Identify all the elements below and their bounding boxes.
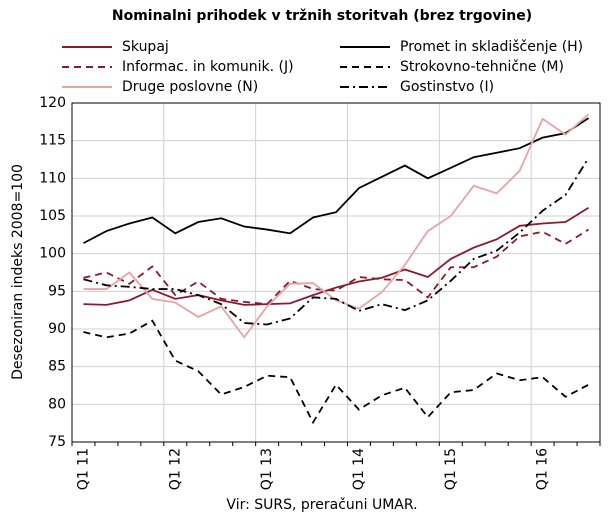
y-tick-label: 75 — [48, 434, 66, 450]
y-tick-label: 80 — [48, 396, 66, 412]
series-line — [83, 206, 589, 306]
series-line — [83, 157, 590, 326]
chart-title: Nominalni prihodek v tržnih storitvah (b… — [112, 8, 532, 24]
y-tick-label: 85 — [48, 359, 66, 375]
series-line — [83, 319, 589, 425]
legend-label: Gostinstvo (I) — [400, 79, 494, 95]
y-tick-label: 120 — [39, 95, 66, 111]
y-tick-label: 110 — [39, 170, 66, 186]
series-line — [83, 228, 589, 306]
y-tick-label: 90 — [48, 321, 66, 337]
source: Vir: SURS, preračuni UMAR. — [226, 497, 417, 513]
y-axis-label: Desezoniran indeks 2008=100 — [10, 164, 26, 380]
legend-label: Skupaj — [122, 39, 169, 55]
legend-label: Druge poslovne (N) — [122, 79, 258, 95]
legend-label: Informac. in komunik. (J) — [122, 59, 294, 75]
legend-label: Strokovno-tehnične (M) — [400, 59, 564, 75]
x-tick-label: Q1 16 — [535, 448, 551, 490]
x-tick-label: Q1 14 — [351, 448, 367, 490]
y-tick-label: 115 — [39, 133, 66, 149]
series-line — [83, 117, 590, 244]
x-tick-label: Q1 11 — [75, 448, 91, 490]
x-tick-label: Q1 12 — [167, 448, 183, 490]
x-tick-label: Q1 15 — [443, 448, 459, 490]
y-tick-label: 100 — [39, 246, 66, 262]
legend-label: Promet in skladiščenje (H) — [400, 39, 583, 55]
x-tick-label: Q1 13 — [259, 448, 275, 490]
plot-frame — [71, 102, 601, 443]
y-tick-label: 105 — [39, 208, 66, 224]
y-tick-label: 95 — [48, 283, 66, 299]
series-line — [83, 113, 590, 339]
